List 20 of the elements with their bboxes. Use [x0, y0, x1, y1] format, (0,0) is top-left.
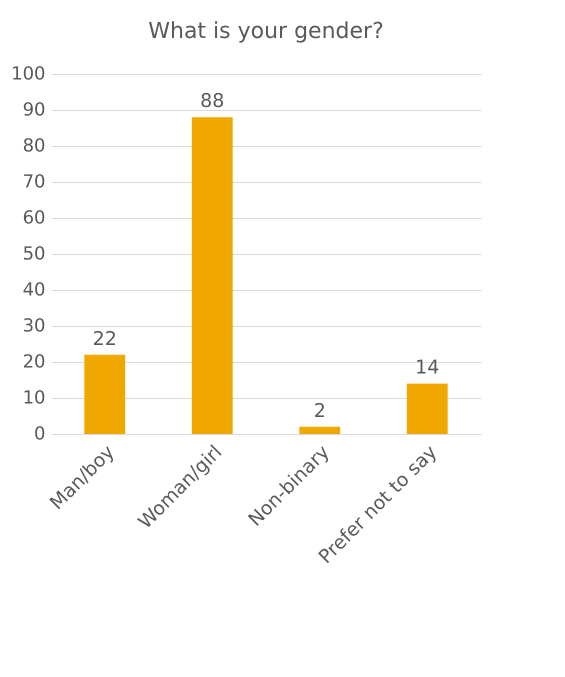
- bar: [192, 117, 233, 434]
- bar: [406, 384, 448, 434]
- y-tick-label: 20: [22, 352, 46, 372]
- chart-title: What is your gender?: [148, 19, 384, 44]
- y-tick-label: 10: [22, 388, 46, 408]
- y-tick-label: 0: [34, 424, 46, 444]
- data-label: 22: [92, 328, 117, 350]
- bar: [84, 354, 126, 434]
- data-label: 14: [415, 356, 440, 379]
- data-label: 2: [314, 400, 326, 422]
- y-tick-label: 100: [11, 64, 46, 84]
- y-tick-label: 30: [22, 316, 46, 336]
- y-tick-label: 80: [22, 136, 46, 156]
- y-tick-label: 60: [22, 208, 46, 228]
- bar: [299, 426, 340, 434]
- data-label: 88: [200, 90, 224, 112]
- y-tick-label: 40: [22, 280, 46, 300]
- y-tick-label: 70: [22, 172, 46, 192]
- y-tick-label: 90: [22, 100, 46, 120]
- y-tick-label: 50: [22, 244, 46, 264]
